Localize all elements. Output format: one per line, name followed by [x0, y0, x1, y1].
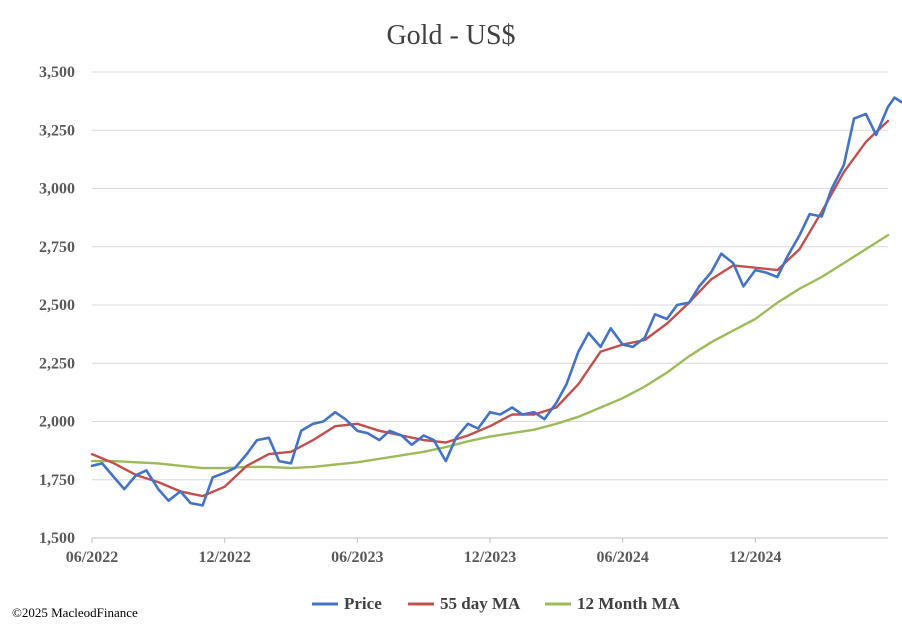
- series-line-55-day-ma: [90, 119, 890, 498]
- legend-label-12-month-ma: 12 Month MA: [577, 594, 681, 613]
- y-axis-ticks: 1,500 1,750 2,000 2,250 2,500 2,750 3,000 3,250…: [39, 64, 75, 547]
- series-line-price: [90, 96, 902, 507]
- chart-title: Gold - US$: [386, 20, 515, 51]
- y-tick-label: 2,750: [39, 239, 75, 256]
- x-axis-ticks: 06/2022 12/2022 06/2023 12/2023 06/2024 12/20…: [66, 538, 782, 566]
- grid-lines: [92, 71, 888, 481]
- x-tick-label: 12/2022: [198, 549, 250, 566]
- legend-label-55-day-ma: 55 day MA: [440, 594, 521, 613]
- y-tick-label: 2,250: [39, 355, 75, 372]
- y-tick-label: 3,250: [39, 122, 75, 139]
- x-tick-label: 06/2023: [331, 549, 383, 566]
- y-tick-label: 2,500: [39, 297, 75, 314]
- x-tick-label: 06/2024: [596, 549, 648, 566]
- y-tick-label: 3,500: [39, 64, 75, 81]
- series-line-12-month-ma: [90, 233, 890, 470]
- y-tick-label: 1,750: [39, 472, 75, 489]
- x-tick-label: 12/2023: [464, 549, 516, 566]
- y-tick-label: 3,000: [39, 181, 75, 198]
- y-tick-label: 1,500: [39, 530, 75, 547]
- y-tick-label: 2,000: [39, 414, 75, 431]
- x-tick-label: 06/2022: [66, 549, 118, 566]
- legend: Price 55 day MA 12 Month MA: [312, 594, 681, 613]
- copyright-note: ©2025 MacleodFinance: [12, 605, 138, 620]
- series-lines: [90, 96, 902, 507]
- legend-label-price: Price: [344, 594, 382, 613]
- x-tick-label: 12/2024: [729, 549, 781, 566]
